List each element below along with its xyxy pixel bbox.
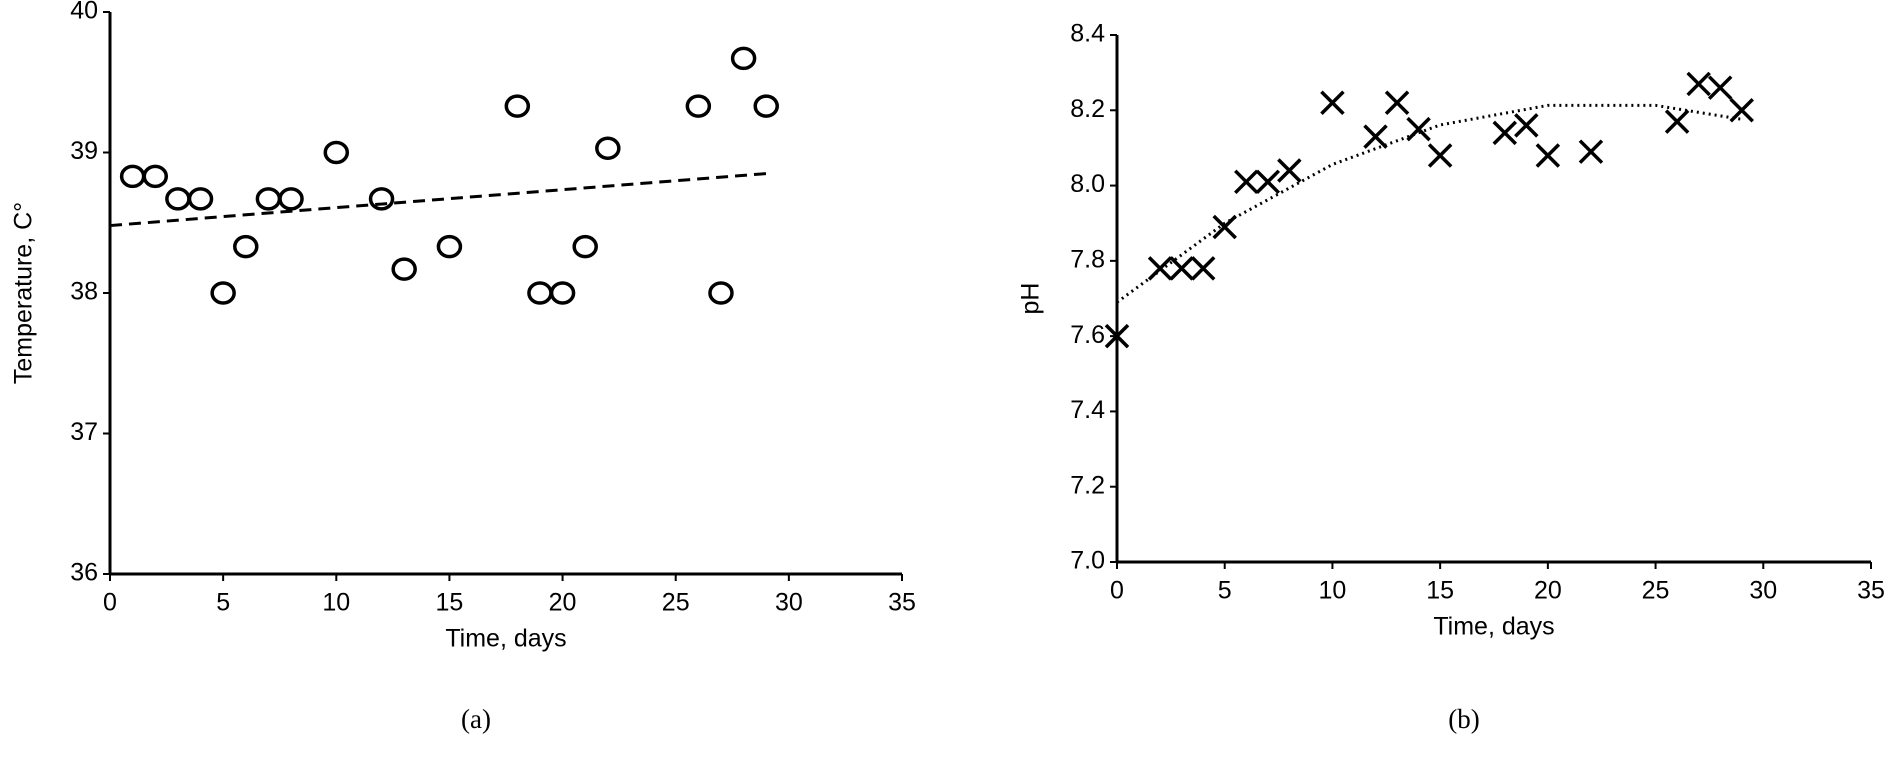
x-tick-label: 20	[1534, 577, 1562, 605]
point	[1104, 323, 1130, 349]
y-axis-title: pH	[1017, 283, 1045, 315]
x-tick-label: 15	[1426, 577, 1454, 605]
point	[753, 94, 779, 118]
x-tick-label: 10	[1319, 577, 1347, 605]
x-tick-label: 25	[662, 589, 690, 617]
trendline	[109, 172, 767, 228]
point	[572, 234, 598, 259]
point	[1729, 98, 1754, 123]
point	[527, 281, 553, 305]
x-axis-title: Time, days	[445, 625, 566, 653]
y-tick-label: 7.6	[1070, 321, 1105, 349]
x-tick-label: 10	[322, 589, 350, 617]
point	[323, 140, 350, 165]
point	[595, 136, 621, 161]
x-tick-label: 25	[1642, 577, 1670, 605]
point	[708, 281, 734, 305]
caption: (a)	[461, 704, 491, 734]
point	[1255, 169, 1281, 195]
point	[1212, 214, 1237, 240]
point	[1686, 71, 1711, 97]
point	[1664, 109, 1690, 134]
y-tick-label: 7.0	[1070, 547, 1105, 575]
point	[1234, 169, 1259, 195]
point	[1514, 113, 1539, 138]
x-axis-title: Time, days	[1433, 613, 1554, 641]
y-tick-label: 7.2	[1070, 471, 1105, 499]
point	[504, 94, 531, 118]
y-tick-label: 40	[70, 0, 98, 25]
point	[1169, 256, 1194, 281]
point	[119, 164, 146, 189]
x-tick-label: 30	[1749, 577, 1777, 605]
point	[368, 187, 395, 211]
point	[1147, 256, 1173, 281]
point	[1363, 124, 1388, 149]
point	[1492, 120, 1518, 146]
point	[549, 281, 576, 305]
x-tick-label: 35	[1857, 577, 1885, 605]
point	[278, 187, 304, 211]
point	[1578, 139, 1604, 164]
point	[1427, 143, 1453, 168]
point	[233, 234, 259, 259]
y-tick-label: 8.4	[1070, 20, 1105, 48]
point	[1277, 158, 1302, 183]
y-tick-label: 38	[70, 278, 98, 306]
y-tick-label: 7.8	[1070, 245, 1105, 273]
x-tick-label: 0	[103, 589, 117, 617]
point	[1190, 256, 1216, 281]
y-tick-label: 8.2	[1070, 95, 1105, 123]
y-tick-label: 36	[70, 559, 98, 587]
caption: (b)	[1448, 704, 1479, 734]
x-tick-label: 5	[216, 589, 230, 617]
point	[436, 234, 463, 259]
x-tick-label: 35	[888, 589, 916, 617]
y-tick-label: 8.0	[1070, 170, 1105, 198]
y-axis-title: Temperature, C°	[10, 202, 38, 384]
point	[1535, 143, 1561, 168]
point	[142, 164, 169, 189]
point	[391, 257, 417, 281]
y-tick-label: 39	[70, 137, 98, 165]
point	[210, 281, 236, 305]
x-tick-label: 15	[436, 589, 464, 617]
point	[1384, 90, 1410, 115]
point	[685, 94, 712, 118]
x-tick-label: 30	[775, 589, 803, 617]
x-tick-label: 0	[1110, 577, 1124, 605]
point	[187, 187, 214, 211]
point	[730, 46, 757, 71]
y-tick-label: 7.4	[1070, 396, 1105, 424]
point	[255, 187, 282, 211]
point	[1406, 116, 1431, 142]
trendline	[1116, 103, 1742, 304]
x-tick-label: 20	[549, 589, 577, 617]
point	[165, 187, 191, 211]
y-tick-label: 37	[70, 418, 98, 446]
point	[1707, 75, 1733, 100]
point	[1320, 90, 1345, 115]
x-tick-label: 5	[1218, 577, 1232, 605]
